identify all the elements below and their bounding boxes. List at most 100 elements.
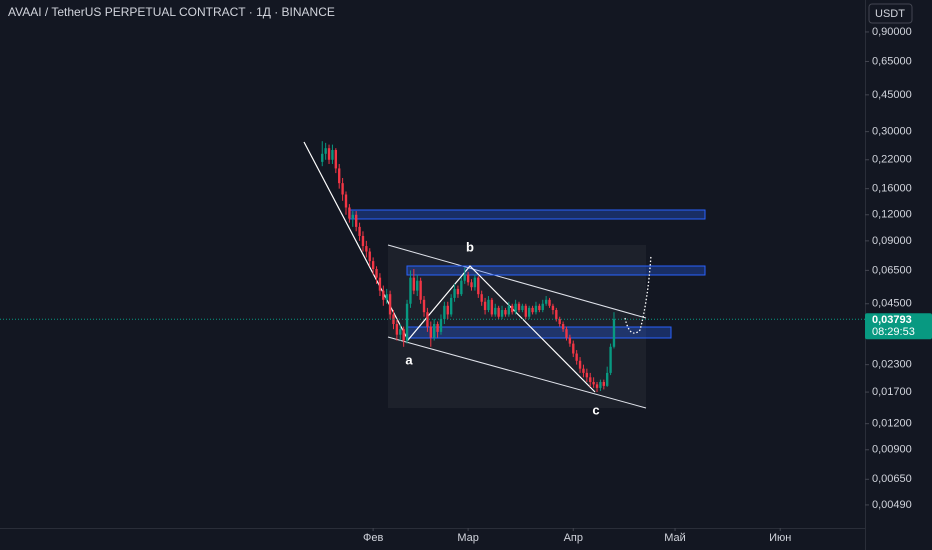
candle-body <box>460 280 463 295</box>
candle-body <box>480 294 483 302</box>
candle-body <box>609 346 612 373</box>
y-tick-label: 0,01200 <box>872 418 912 430</box>
candle-body <box>385 294 388 300</box>
y-tick-label: 0,09000 <box>872 235 912 247</box>
candle-body <box>494 307 497 315</box>
candle-body <box>578 360 582 369</box>
candle-body <box>354 214 358 227</box>
candle-body <box>399 329 402 335</box>
candle-body <box>375 269 378 278</box>
candle-body <box>521 305 524 311</box>
candle-body <box>572 343 575 354</box>
candle-body <box>470 282 473 288</box>
candle-body <box>463 274 466 281</box>
x-tick-label: Апр <box>564 532 583 544</box>
candle-body <box>534 305 538 313</box>
candle-body <box>487 299 490 311</box>
candle-body <box>551 305 555 311</box>
candle-body <box>331 150 334 160</box>
candle-body <box>555 310 558 320</box>
zone <box>406 265 706 276</box>
candle-body <box>324 148 327 154</box>
candle-body <box>446 305 449 315</box>
currency-box[interactable] <box>868 3 913 24</box>
last-price-label: 0,03793 <box>872 314 912 326</box>
y-tick-label: 0,00900 <box>872 444 912 456</box>
y-tick-label: 0,01700 <box>872 386 912 398</box>
candle-body <box>433 323 436 338</box>
candle-body <box>466 274 470 283</box>
x-tick-label: Июн <box>769 532 791 544</box>
candle-body <box>449 297 453 315</box>
candle-body <box>500 310 504 317</box>
y-tick-label: 0,45000 <box>872 89 912 101</box>
y-tick-label: 0,16000 <box>872 183 912 195</box>
candle-body <box>599 381 602 388</box>
x-tick-label: Май <box>664 532 686 544</box>
wave-label: b <box>466 239 474 254</box>
candle-body <box>388 294 392 315</box>
candle-body <box>321 153 324 162</box>
last-price-tag <box>865 313 932 340</box>
y-tick-label: 0,00650 <box>872 473 912 485</box>
candle-body <box>453 288 456 298</box>
candle-body <box>371 261 375 270</box>
projection <box>624 254 652 334</box>
candle-body <box>395 323 399 335</box>
x-tick-label: Фев <box>363 532 383 544</box>
candle-body <box>429 326 432 338</box>
y-tick-label: 0,90000 <box>872 26 912 38</box>
candle-body <box>341 183 344 195</box>
candle-body <box>582 368 585 373</box>
candle-body <box>541 303 544 311</box>
candle-body <box>439 319 443 332</box>
candle-body <box>490 299 494 315</box>
candle-body <box>527 307 531 317</box>
candle-body <box>531 307 534 313</box>
candle-body <box>338 168 341 184</box>
candle-body <box>548 299 551 306</box>
candle-body <box>368 251 371 262</box>
candle-body <box>365 246 368 252</box>
candle-body <box>538 305 541 311</box>
candle-body <box>561 323 565 330</box>
candle-body <box>558 319 561 324</box>
y-tick-label: 0,04500 <box>872 298 912 310</box>
wave-line <box>303 141 596 393</box>
y-tick-label: 0,65000 <box>872 55 912 67</box>
candle-body <box>409 277 412 304</box>
candle-body <box>348 207 351 219</box>
candle-body <box>483 301 487 311</box>
y-tick-label: 0,06500 <box>872 264 912 276</box>
y-tick-label: 0,30000 <box>872 126 912 138</box>
candle-body <box>568 337 572 344</box>
channel-line <box>387 336 647 409</box>
candle-body <box>575 353 578 361</box>
candle-body <box>612 319 616 347</box>
countdown: 08:29:53 <box>872 326 915 338</box>
candle-body <box>517 303 521 311</box>
candle-body <box>565 329 568 338</box>
candle-body <box>544 299 548 304</box>
candle-body <box>524 305 527 317</box>
candle-body <box>344 194 348 208</box>
candle-body <box>585 372 589 378</box>
candle-body <box>382 290 385 300</box>
candle-body <box>477 277 480 295</box>
candle-body <box>592 381 595 385</box>
zone <box>349 209 706 220</box>
x-tick-label: Мар <box>457 532 479 544</box>
currency[interactable]: USDT <box>875 8 905 20</box>
candle-body <box>351 214 354 219</box>
candle-body <box>419 280 422 300</box>
candle-body <box>426 312 429 327</box>
candle-body <box>606 372 609 386</box>
candle-body <box>497 307 500 317</box>
candle-body <box>422 299 426 313</box>
y-tick-label: 0,22000 <box>872 154 912 166</box>
chart-title: AVAAI / TetherUS PERPETUAL CONTRACT · 1Д… <box>8 5 335 19</box>
candle-body <box>595 384 599 388</box>
y-tick-label: 0,12000 <box>872 209 912 221</box>
